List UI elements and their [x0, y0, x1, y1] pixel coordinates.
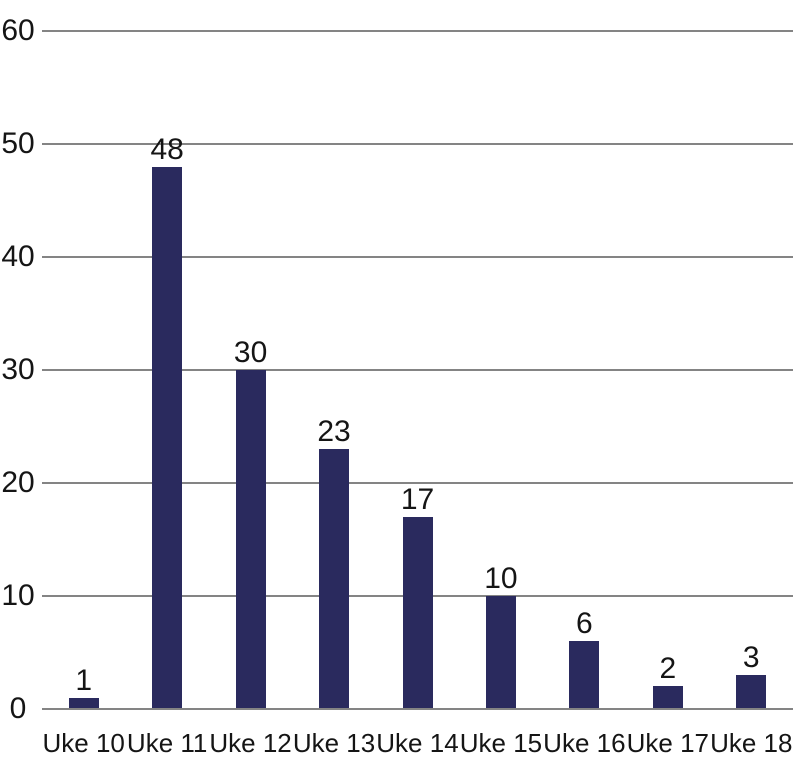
- bar-value-label: 17: [400, 482, 435, 516]
- bar-value-label: 48: [150, 132, 184, 166]
- y-tick-label: 10: [1, 579, 35, 612]
- bar-value-label: 10: [484, 562, 518, 595]
- bar: [652, 686, 683, 709]
- x-tick-label: Uke 14: [376, 728, 459, 758]
- bar-value-label: 6: [576, 607, 593, 641]
- x-tick-label: Uke 12: [209, 728, 292, 758]
- y-tick-label: 50: [1, 127, 35, 160]
- plot-area: 1 48 30 23 17 10 6 2 3: [42, 30, 793, 710]
- bar-value-label: 2: [659, 652, 677, 686]
- y-tick-label: 60: [1, 14, 35, 47]
- bar: [235, 370, 266, 709]
- bar-value-label: 23: [317, 415, 351, 449]
- bar: [736, 675, 767, 709]
- y-tick-label: 20: [1, 466, 35, 499]
- y-tick-label: 40: [1, 240, 35, 273]
- gridline: [42, 369, 793, 371]
- bar: [569, 641, 600, 709]
- bar: [319, 449, 350, 709]
- x-tick-label: Uke 13: [292, 728, 376, 758]
- x-axis-line: [42, 708, 793, 710]
- gridline: [42, 143, 793, 145]
- y-tick-label: 0: [9, 692, 27, 725]
- bar: [68, 697, 99, 709]
- x-tick-label: Uke 16: [543, 728, 626, 758]
- x-tick-label: Uke 18: [710, 728, 793, 758]
- bar-value-label: 1: [75, 663, 93, 697]
- gridline: [42, 30, 793, 32]
- x-tick-label: Uke 11: [126, 728, 208, 758]
- bar-value-label: 3: [742, 641, 760, 675]
- x-tick-label: Uke 15: [459, 728, 543, 758]
- bar: [402, 516, 433, 709]
- gridline: [42, 482, 793, 484]
- bar-value-label: 30: [233, 336, 268, 369]
- gridline: [42, 256, 793, 258]
- x-tick-label: Uke 17: [626, 728, 710, 758]
- bar: [152, 166, 183, 709]
- x-tick-label: Uke 10: [42, 728, 125, 758]
- y-tick-label: 30: [1, 353, 35, 386]
- bar: [485, 596, 516, 709]
